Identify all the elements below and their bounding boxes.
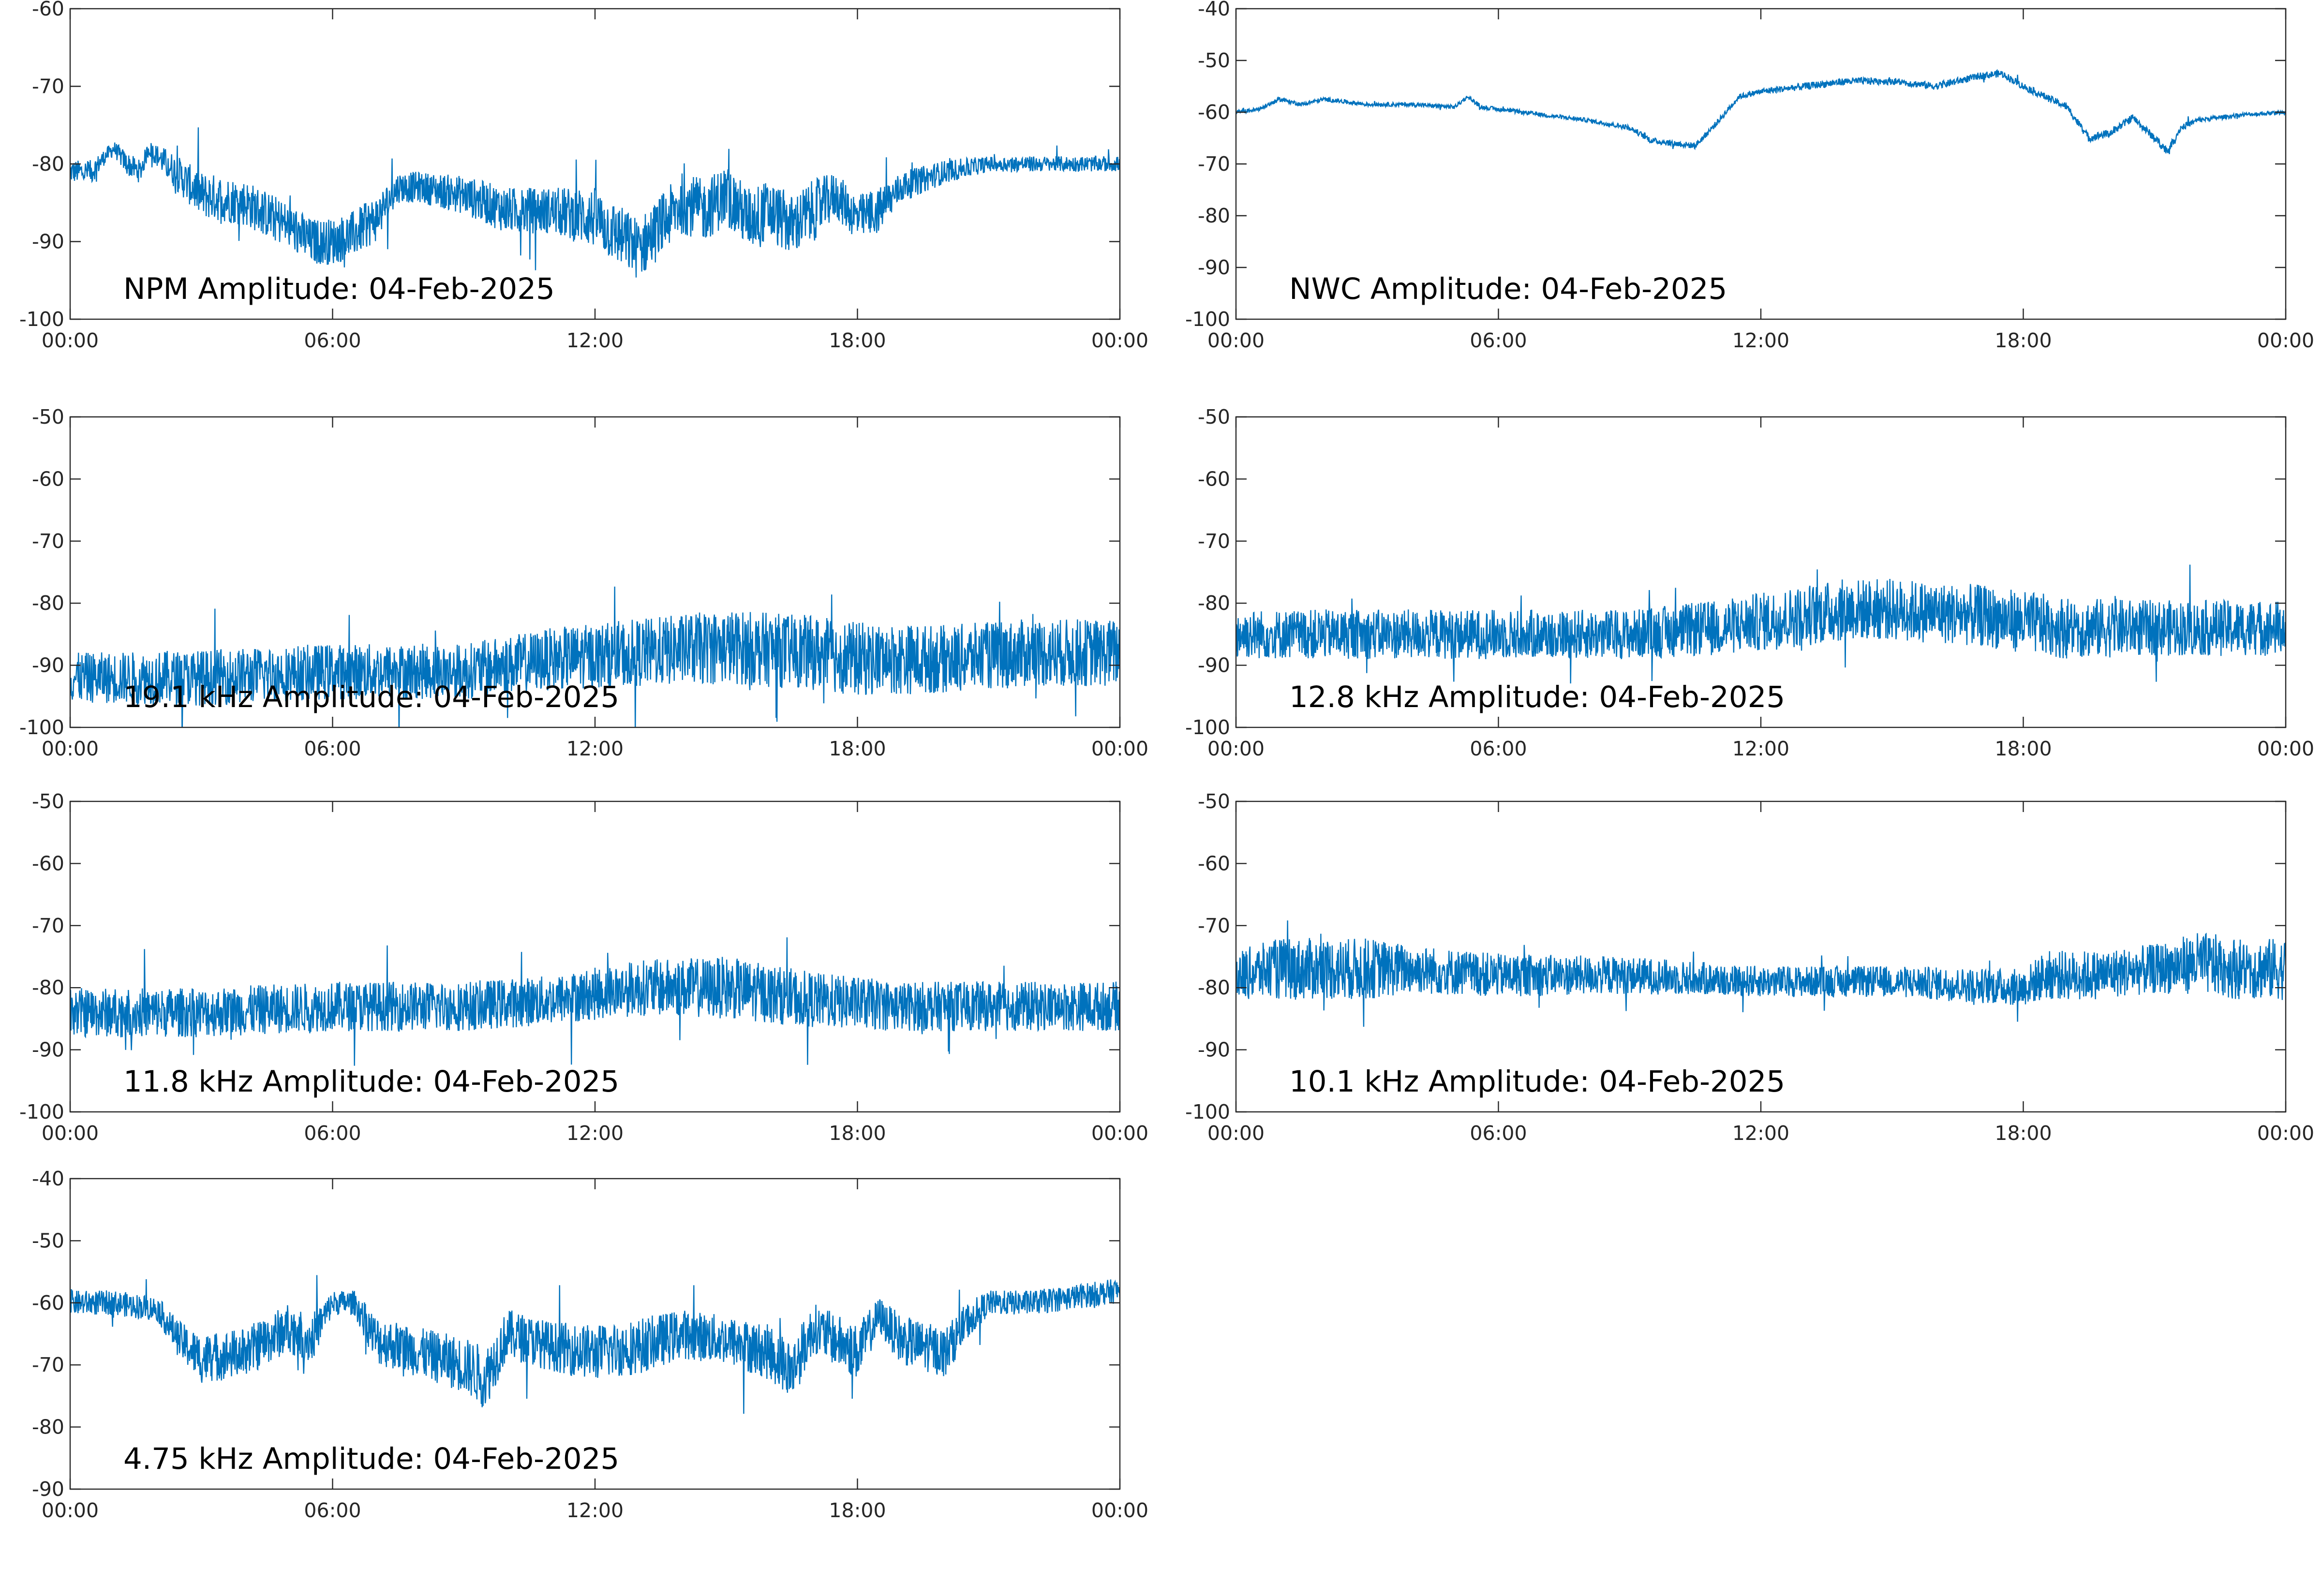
x-tick-label: 06:00 — [1470, 329, 1527, 352]
x-tick-label: 00:00 — [1091, 1122, 1148, 1145]
y-tick-label: -100 — [1185, 308, 1230, 331]
x-tick-label: 06:00 — [304, 737, 361, 760]
y-tick-label: -80 — [32, 1416, 64, 1439]
y-tick-label: -80 — [32, 976, 64, 999]
y-tick-label: -80 — [32, 152, 64, 176]
x-tick-label: 12:00 — [1732, 737, 1789, 760]
y-tick-label: -50 — [1198, 49, 1230, 72]
x-tick-label: 00:00 — [2257, 737, 2314, 760]
y-tick-label: -60 — [32, 467, 64, 490]
x-tick-label: 18:00 — [1995, 737, 2052, 760]
x-tick-label: 12:00 — [566, 329, 624, 352]
series-line — [70, 127, 1120, 278]
series-line — [1236, 69, 2286, 154]
x-tick-label: 06:00 — [1470, 1122, 1527, 1145]
y-tick-label: -90 — [32, 230, 64, 253]
x-tick-label: 06:00 — [1470, 737, 1527, 760]
chart-panel-2: 00:00 06:00 12:00 18:00 00:00 -40 -50 -60 -70 -80… — [1185, 0, 2314, 352]
y-tick-label: -60 — [32, 852, 64, 875]
y-tick-label: -70 — [1198, 530, 1230, 553]
y-tick-label: -100 — [1185, 716, 1230, 739]
y-tick-label: -100 — [1185, 1100, 1230, 1123]
x-tick-label: 18:00 — [829, 737, 886, 760]
panel-title: 11.8 kHz Amplitude: 04-Feb-2025 — [123, 1064, 619, 1099]
y-tick-label: -70 — [32, 914, 64, 937]
x-tick-label: 12:00 — [1732, 1122, 1789, 1145]
x-tick-label: 00:00 — [42, 1499, 99, 1522]
y-tick-label: -60 — [32, 1291, 64, 1315]
panel-title: 10.1 kHz Amplitude: 04-Feb-2025 — [1289, 1064, 1785, 1099]
y-tick-label: -90 — [32, 1478, 64, 1501]
y-tick-label: -100 — [19, 1100, 64, 1123]
chart-panel-7: 00:00 06:00 12:00 18:00 00:00 -40 -50 -60 -70 -80… — [32, 1167, 1148, 1522]
y-tick-label: -90 — [1198, 1038, 1230, 1062]
y-tick-label: -90 — [1198, 654, 1230, 677]
y-tick-label: -40 — [32, 1167, 64, 1190]
y-tick-label: -90 — [1198, 256, 1230, 279]
y-tick-label: -70 — [1198, 914, 1230, 937]
x-tick-label: 06:00 — [304, 1122, 361, 1145]
y-tick-label: -80 — [32, 591, 64, 615]
x-tick-label: 00:00 — [1091, 329, 1148, 352]
x-tick-label: 12:00 — [1732, 329, 1789, 352]
series-line — [70, 586, 1120, 727]
x-tick-label: 12:00 — [566, 737, 624, 760]
series-line — [1236, 564, 2286, 684]
x-tick-label: 12:00 — [566, 1499, 624, 1522]
x-tick-label: 00:00 — [1207, 329, 1265, 352]
y-tick-label: -70 — [32, 530, 64, 553]
y-tick-label: -50 — [32, 405, 64, 429]
x-tick-label: 00:00 — [1207, 1122, 1265, 1145]
y-tick-label: -50 — [1198, 405, 1230, 429]
panel-title: 12.8 kHz Amplitude: 04-Feb-2025 — [1289, 680, 1785, 714]
y-tick-label: -70 — [32, 75, 64, 98]
y-tick-label: -60 — [1198, 852, 1230, 875]
x-tick-label: 12:00 — [566, 1122, 624, 1145]
x-tick-label: 18:00 — [829, 1499, 886, 1522]
x-tick-label: 00:00 — [2257, 329, 2314, 352]
y-tick-label: -90 — [32, 1038, 64, 1062]
x-tick-label: 18:00 — [1995, 329, 2052, 352]
x-tick-label: 00:00 — [42, 329, 99, 352]
y-tick-label: -60 — [32, 0, 64, 20]
x-tick-label: 06:00 — [304, 329, 361, 352]
x-tick-label: 00:00 — [1091, 1499, 1148, 1522]
y-tick-label: -80 — [1198, 591, 1230, 615]
series-line — [70, 937, 1120, 1066]
panel-title: 19.1 kHz Amplitude: 04-Feb-2025 — [123, 680, 619, 714]
x-tick-label: 18:00 — [829, 1122, 886, 1145]
panel-title: 4.75 kHz Amplitude: 04-Feb-2025 — [123, 1442, 619, 1476]
y-tick-label: -70 — [1198, 152, 1230, 176]
chart-panel-4: 00:00 06:00 12:00 18:00 00:00 -50 -60 -70 -80 -90… — [1185, 405, 2314, 760]
x-tick-label: 06:00 — [304, 1499, 361, 1522]
panel-title: NPM Amplitude: 04-Feb-2025 — [123, 272, 555, 306]
x-tick-label: 18:00 — [829, 329, 886, 352]
y-tick-label: -60 — [1198, 467, 1230, 490]
y-tick-label: -90 — [32, 654, 64, 677]
y-tick-label: -40 — [1198, 0, 1230, 20]
chart-panel-1: 00:00 06:00 12:00 18:00 00:00 -60 -70 -80 -90 -10… — [19, 0, 1148, 352]
x-tick-label: 18:00 — [1995, 1122, 2052, 1145]
y-tick-label: -50 — [32, 1229, 64, 1252]
x-tick-label: 00:00 — [2257, 1122, 2314, 1145]
x-tick-label: 00:00 — [1091, 737, 1148, 760]
y-tick-label: -100 — [19, 716, 64, 739]
x-tick-label: 00:00 — [42, 1122, 99, 1145]
x-tick-label: 00:00 — [42, 737, 99, 760]
y-tick-label: -50 — [32, 790, 64, 813]
y-tick-label: -60 — [1198, 101, 1230, 124]
series-line — [70, 1275, 1120, 1414]
y-tick-label: -80 — [1198, 976, 1230, 999]
x-tick-label: 00:00 — [1207, 737, 1265, 760]
chart-panel-3: 00:00 06:00 12:00 18:00 00:00 -50 -60 -70 -80 -90… — [19, 405, 1148, 760]
series-line — [1236, 920, 2286, 1027]
y-tick-label: -100 — [19, 308, 64, 331]
y-tick-label: -50 — [1198, 790, 1230, 813]
panel-title: NWC Amplitude: 04-Feb-2025 — [1289, 272, 1727, 306]
y-tick-label: -70 — [32, 1353, 64, 1376]
chart-panel-5: 00:00 06:00 12:00 18:00 00:00 -50 -60 -70 -80 -90… — [19, 790, 1148, 1145]
chart-panel-6: 00:00 06:00 12:00 18:00 00:00 -50 -60 -70 -80 -90… — [1185, 790, 2314, 1145]
y-tick-label: -80 — [1198, 204, 1230, 227]
